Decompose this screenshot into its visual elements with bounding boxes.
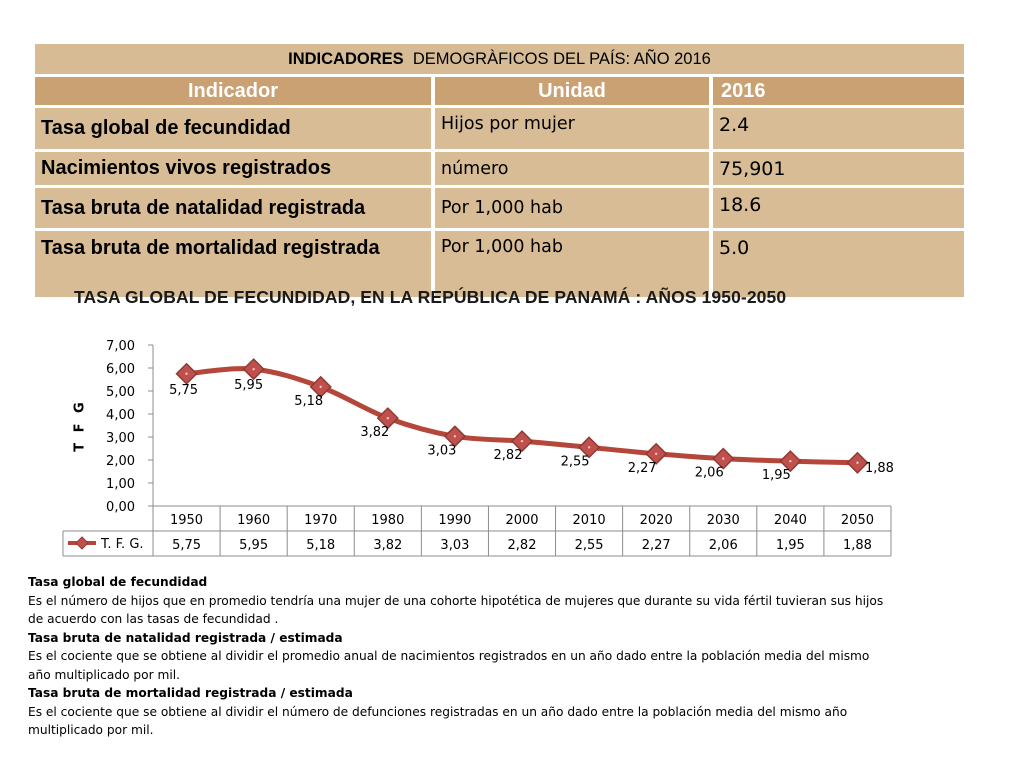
definition-text: multiplicado por mil.	[28, 723, 154, 737]
data-point-highlight	[185, 372, 188, 375]
y-tick-label: 5,00	[106, 385, 135, 400]
table-row: Tasa bruta de mortalidad registrada Por …	[35, 231, 964, 300]
y-tick-label: 2,00	[106, 454, 135, 469]
data-point-highlight	[520, 439, 524, 443]
x-tick-label: 1950	[170, 513, 203, 528]
indicators-table: INDICADORES DEMOGRÀFICOS DEL PAÍS: AÑO 2…	[35, 44, 964, 300]
x-tick-label: 2010	[573, 513, 606, 528]
row-indicator: Tasa global de fecundidad	[35, 108, 431, 152]
y-tick-label: 4,00	[106, 408, 135, 423]
definitions: Tasa global de fecundidad Es el número d…	[28, 573, 928, 740]
data-point-highlight	[587, 446, 591, 449]
row-unit: Por 1,000 hab	[431, 231, 709, 300]
data-table-value: 2,82	[508, 538, 537, 553]
table-row: Nacimientos vivos registrados número 75,…	[35, 152, 964, 188]
x-tick-label: 2050	[841, 513, 874, 528]
row-value: 2.4	[709, 108, 964, 152]
data-label: 3,03	[427, 443, 456, 458]
x-tick-label: 1990	[438, 513, 471, 528]
data-label: 3,82	[360, 425, 389, 440]
data-point-highlight	[319, 385, 322, 389]
x-tick-label: 2030	[707, 513, 740, 528]
data-point-highlight	[654, 452, 658, 455]
y-tick-label: 3,00	[106, 431, 135, 446]
data-table-value: 2,55	[575, 538, 604, 553]
data-point-highlight	[856, 461, 859, 464]
table-header-row: Indicador Unidad 2016	[35, 77, 964, 108]
table-title-bold: INDICADORES	[288, 49, 404, 68]
row-unit: Hijos por mujer	[431, 108, 709, 152]
data-label: 1,95	[762, 468, 791, 483]
row-indicator: Nacimientos vivos registrados	[35, 152, 431, 188]
data-point-highlight	[722, 457, 725, 460]
definition-text: de acuerdo con las tasas de fecundidad .	[28, 612, 279, 626]
data-table-value: 5,75	[172, 538, 201, 553]
definition-heading: Tasa global de fecundidad	[28, 575, 208, 589]
y-tick-label: 1,00	[106, 477, 135, 492]
data-table-value: 2,06	[709, 538, 738, 553]
data-point-highlight	[453, 435, 457, 438]
data-label: 5,95	[234, 378, 263, 393]
data-table-value: 2,27	[642, 538, 671, 553]
table-row: Tasa global de fecundidad Hijos por muje…	[35, 108, 964, 152]
table-title-rest: DEMOGRÀFICOS DEL PAÍS: AÑO 2016	[412, 49, 711, 68]
row-value: 75,901	[709, 152, 964, 188]
legend-marker	[75, 536, 89, 550]
x-tick-label: 2040	[774, 513, 807, 528]
y-tick-label: 6,00	[106, 362, 135, 377]
data-table-value: 3,82	[373, 538, 402, 553]
x-tick-label: 2020	[640, 513, 673, 528]
definition-text: año multiplicado por mil.	[28, 667, 181, 682]
data-table-value: 5,18	[306, 538, 335, 553]
row-value: 18.6	[709, 188, 964, 231]
table-row: Tasa bruta de natalidad registrada Por 1…	[35, 188, 964, 231]
definition-heading: Tasa bruta de natalidad registrada / est…	[28, 630, 343, 645]
data-table-value: 1,88	[843, 538, 872, 553]
row-unit: Por 1,000 hab	[431, 188, 709, 231]
data-label: 5,75	[169, 383, 198, 398]
table-title: INDICADORES DEMOGRÀFICOS DEL PAÍS: AÑO 2…	[35, 44, 964, 77]
x-tick-label: 2000	[505, 513, 538, 528]
y-tick-label: 7,00	[106, 339, 135, 354]
x-tick-label: 1970	[304, 513, 337, 528]
definition-text: Es el número de hijos que en promedio te…	[28, 593, 884, 608]
row-value: 5.0	[709, 231, 964, 300]
header-unidad: Unidad	[431, 77, 709, 108]
row-indicator: Tasa bruta de mortalidad registrada	[35, 231, 431, 300]
data-table-value: 1,95	[776, 538, 805, 553]
legend-label: T. F. G.	[100, 537, 144, 552]
data-label: 2,55	[561, 454, 590, 469]
definition-text: Es el cociente que se obtiene al dividir…	[28, 704, 848, 719]
data-table-value: 3,03	[440, 538, 469, 553]
row-unit: número	[431, 152, 709, 188]
definition-heading: Tasa bruta de mortalidad registrada / es…	[28, 686, 353, 700]
data-label: 2,27	[628, 461, 657, 476]
data-point-highlight	[386, 416, 390, 420]
row-indicator: Tasa bruta de natalidad registrada	[35, 188, 431, 231]
header-year: 2016	[709, 77, 964, 108]
data-label: 2,06	[695, 466, 724, 481]
data-label: 2,82	[494, 448, 523, 463]
y-tick-label: 0,00	[106, 500, 135, 515]
data-label: 5,18	[294, 394, 323, 409]
data-point-highlight	[252, 367, 255, 371]
header-indicador: Indicador	[35, 77, 431, 108]
definition-text: Es el cociente que se obtiene al dividir…	[28, 649, 870, 663]
data-label: 1,88	[865, 461, 894, 476]
x-tick-label: 1980	[371, 513, 404, 528]
data-point-highlight	[789, 459, 792, 463]
data-table-value: 5,95	[239, 538, 268, 553]
chart-title: TASA GLOBAL DE FECUNDIDAD, EN LA REPÚBLI…	[74, 287, 787, 307]
x-tick-label: 1960	[237, 513, 270, 528]
